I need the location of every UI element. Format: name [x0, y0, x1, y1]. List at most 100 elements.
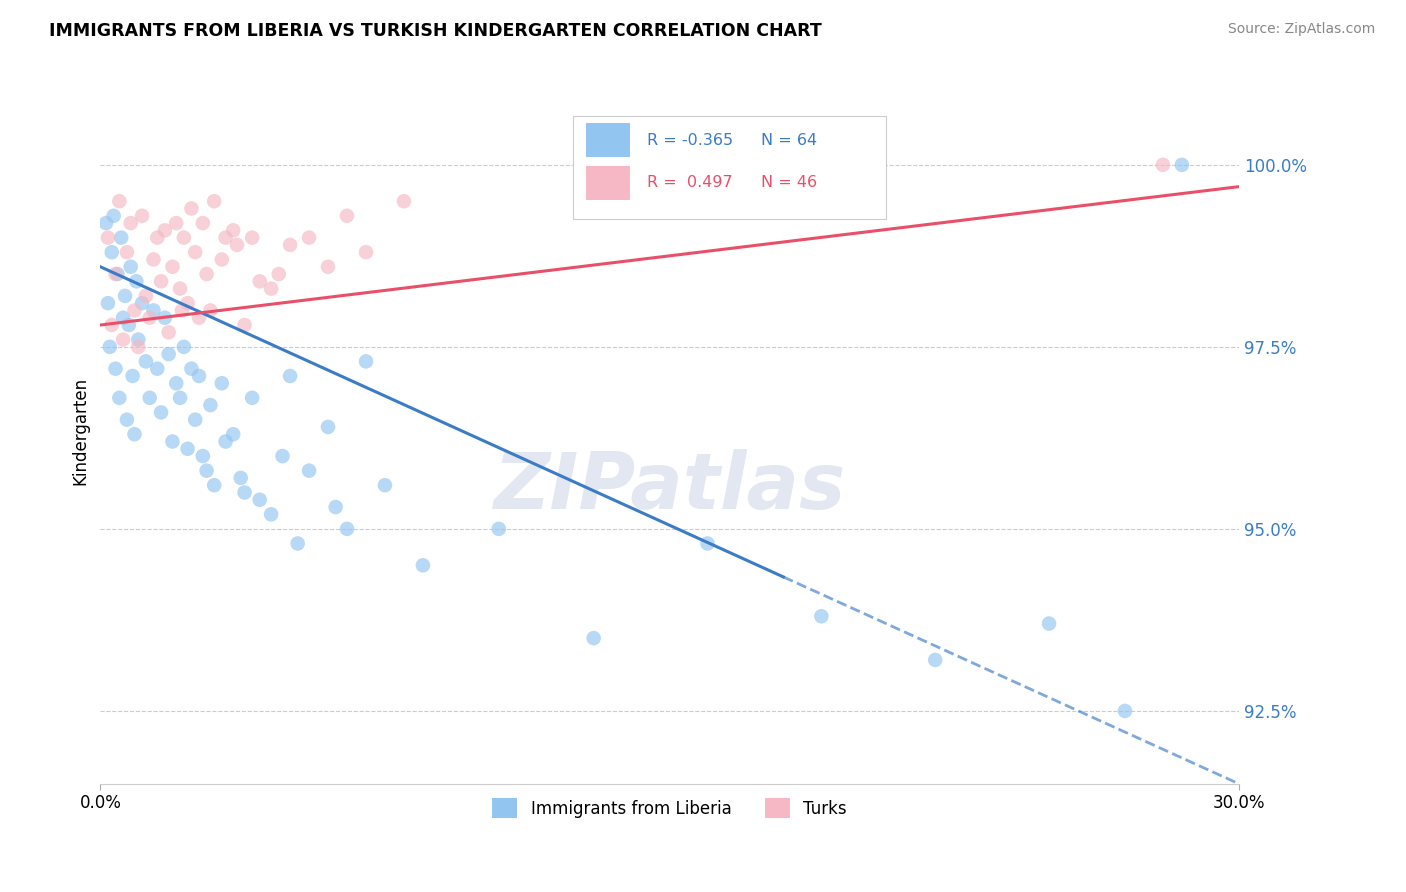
Point	[180, 202, 202, 216]
Point	[94, 216, 117, 230]
Point	[202, 478, 225, 492]
Point	[125, 274, 148, 288]
Point	[1171, 158, 1194, 172]
Point	[142, 303, 165, 318]
Point	[354, 245, 377, 260]
Point	[100, 245, 122, 260]
Point	[180, 361, 202, 376]
Point	[100, 318, 122, 332]
Point	[374, 478, 396, 492]
Point	[240, 230, 263, 244]
Point	[222, 427, 245, 442]
Point	[176, 442, 198, 456]
Point	[114, 289, 136, 303]
Point	[249, 274, 271, 288]
Point	[200, 303, 222, 318]
Point	[153, 310, 176, 325]
Point	[222, 223, 245, 237]
Point	[211, 376, 233, 391]
Text: N = 46: N = 46	[761, 175, 817, 190]
Point	[191, 216, 214, 230]
Point	[169, 391, 191, 405]
Point	[146, 230, 169, 244]
Point	[214, 230, 236, 244]
Point	[336, 522, 359, 536]
Point	[124, 427, 146, 442]
Point	[150, 274, 173, 288]
Point	[153, 223, 176, 237]
Point	[200, 398, 222, 412]
Point	[108, 194, 131, 209]
Point	[267, 267, 290, 281]
Point	[169, 282, 191, 296]
Legend: Immigrants from Liberia, Turks: Immigrants from Liberia, Turks	[485, 791, 853, 825]
Point	[118, 318, 141, 332]
Point	[278, 238, 301, 252]
Point	[226, 238, 249, 252]
Point	[316, 260, 339, 274]
Point	[260, 508, 283, 522]
Point	[120, 216, 142, 230]
Point	[165, 216, 187, 230]
Point	[146, 361, 169, 376]
Point	[173, 340, 195, 354]
Point	[229, 471, 252, 485]
Point	[135, 289, 157, 303]
Point	[162, 434, 184, 449]
Point	[412, 558, 434, 573]
Point	[173, 230, 195, 244]
Point	[120, 260, 142, 274]
Point	[195, 464, 218, 478]
Point	[271, 449, 294, 463]
Point	[157, 326, 180, 340]
Point	[184, 412, 207, 426]
Point	[104, 267, 127, 281]
Point	[195, 267, 218, 281]
Point	[298, 230, 321, 244]
Point	[103, 209, 125, 223]
Point	[131, 209, 153, 223]
Point	[112, 333, 135, 347]
Point	[165, 376, 187, 391]
Point	[392, 194, 415, 209]
Point	[488, 522, 510, 536]
Point	[98, 340, 121, 354]
Point	[104, 361, 127, 376]
Point	[107, 267, 129, 281]
Point	[162, 260, 184, 274]
Point	[108, 391, 131, 405]
Point	[582, 631, 605, 645]
Point	[188, 310, 211, 325]
Point	[150, 405, 173, 419]
FancyBboxPatch shape	[572, 116, 886, 219]
Point	[112, 310, 135, 325]
Point	[135, 354, 157, 368]
Point	[260, 282, 283, 296]
Point	[188, 368, 211, 383]
Y-axis label: Kindergarten: Kindergarten	[72, 376, 89, 484]
Point	[170, 303, 193, 318]
Point	[249, 492, 271, 507]
Text: R = -0.365: R = -0.365	[647, 133, 733, 148]
Text: R =  0.497: R = 0.497	[647, 175, 733, 190]
Point	[115, 245, 138, 260]
Point	[1114, 704, 1136, 718]
Point	[184, 245, 207, 260]
Point	[298, 464, 321, 478]
Point	[124, 303, 146, 318]
Point	[240, 391, 263, 405]
Text: Source: ZipAtlas.com: Source: ZipAtlas.com	[1227, 22, 1375, 37]
Point	[1152, 158, 1174, 172]
Point	[121, 368, 143, 383]
Point	[233, 318, 256, 332]
Point	[115, 412, 138, 426]
Point	[211, 252, 233, 267]
Text: IMMIGRANTS FROM LIBERIA VS TURKISH KINDERGARTEN CORRELATION CHART: IMMIGRANTS FROM LIBERIA VS TURKISH KINDE…	[49, 22, 823, 40]
Point	[157, 347, 180, 361]
Point	[278, 368, 301, 383]
Point	[131, 296, 153, 310]
Point	[110, 230, 132, 244]
Bar	[586, 123, 630, 157]
Point	[142, 252, 165, 267]
Point	[287, 536, 309, 550]
